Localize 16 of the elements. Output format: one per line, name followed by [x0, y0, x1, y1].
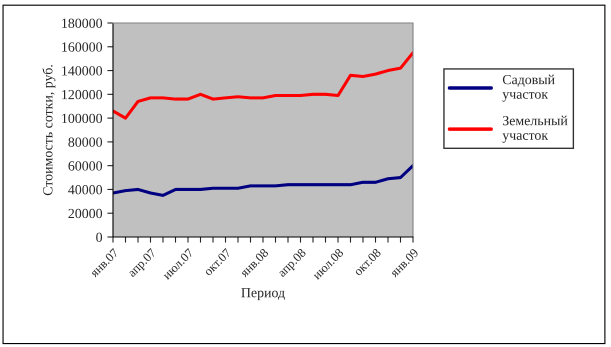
legend-label: Садовый участок — [502, 74, 555, 102]
line-series — [113, 51, 413, 120]
y-tick-label: 160000 — [62, 42, 102, 52]
y-tick-label: 100000 — [62, 114, 102, 124]
line-series — [113, 164, 413, 197]
y-tick-label: 140000 — [62, 66, 102, 76]
y-axis-title: Стоимость сотки, руб. — [42, 65, 56, 196]
y-tick-label: 120000 — [62, 90, 102, 100]
y-tick-label: 80000 — [68, 137, 102, 147]
legend-label: Земельный участок — [502, 116, 568, 143]
y-tick-label: 40000 — [68, 185, 102, 194]
y-tick-label: 60000 — [68, 161, 102, 171]
y-tick-label: 180000 — [62, 18, 102, 28]
x-axis-title: Период — [241, 288, 285, 300]
y-tick-label: 0 — [96, 232, 102, 242]
y-tick-label: 20000 — [68, 208, 102, 218]
